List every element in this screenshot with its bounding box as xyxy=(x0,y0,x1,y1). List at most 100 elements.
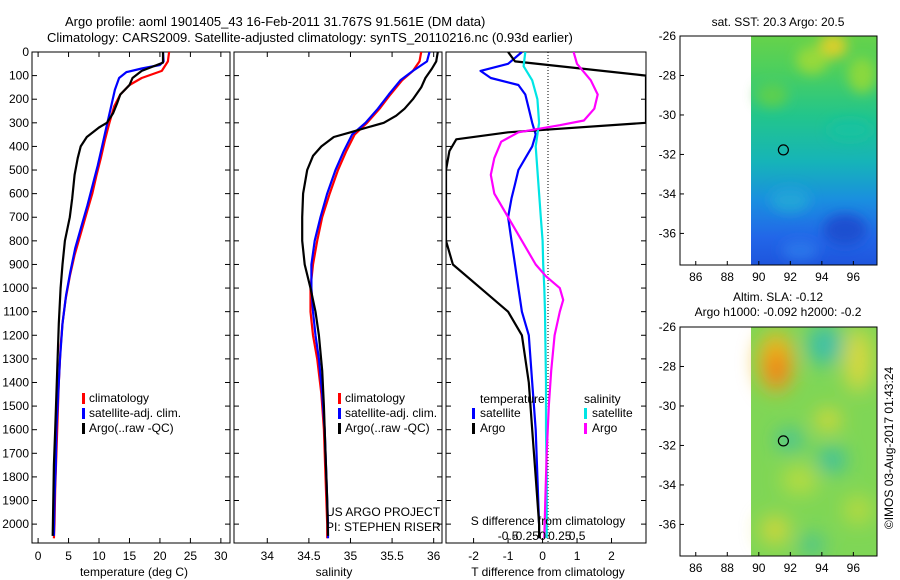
lon-tick-label: 92 xyxy=(784,270,798,284)
legend-label: climatology xyxy=(89,391,149,405)
lat-tick-label: -34 xyxy=(659,478,677,492)
depth-tick-label: 1000 xyxy=(2,281,29,295)
depth-tick-label: 300 xyxy=(9,116,29,130)
legend-label: satellite-adj. clim. xyxy=(345,406,437,420)
x-tick-label: 36 xyxy=(427,549,441,563)
header-subtitle: Climatology: CARS2009. Satellite-adjuste… xyxy=(47,30,573,45)
salinity-panel: 34 34.5 35 35.5 36 climatologysatellite-adj.… xyxy=(233,51,443,579)
x-tick-label: -2 xyxy=(468,549,479,563)
legend-label: Argo(..raw -QC) xyxy=(345,421,430,435)
lon-tick-label: 90 xyxy=(752,270,766,284)
x-tick-label: 15 xyxy=(123,549,137,563)
lon-tick-label: 94 xyxy=(815,561,829,575)
depth-tick-label: 700 xyxy=(9,210,29,224)
s-tick-label: 0.25 xyxy=(548,529,572,543)
legend-group-title: salinity xyxy=(584,392,621,406)
legend-label: satellite-adj. clim. xyxy=(89,406,181,420)
lat-tick-label: -26 xyxy=(659,320,677,334)
salinity-x-label: salinity xyxy=(316,565,353,579)
legend-swatch xyxy=(338,408,341,419)
sla-map-panel: Altim. SLA: -0.12 Argo h1000: -0.092 h20… xyxy=(659,290,878,575)
depth-tick-label: 1600 xyxy=(2,423,29,437)
x-tick-label: 20 xyxy=(153,549,167,563)
lat-tick-label: -32 xyxy=(659,438,677,452)
lon-tick-label: 94 xyxy=(815,270,829,284)
depth-tick-label: 1300 xyxy=(2,352,29,366)
legend-swatch xyxy=(82,393,85,404)
lon-tick-label: 96 xyxy=(847,270,861,284)
x-tick-label: -1 xyxy=(503,549,514,563)
difference-panel: -2 -1 0 1 2-0.5-0.25 0 0.250.5 temperaturesate… xyxy=(445,51,647,579)
depth-tick-label: 2000 xyxy=(2,517,29,531)
series-line-satellite-adj-clim- xyxy=(310,52,431,539)
lat-tick-label: -30 xyxy=(659,108,677,122)
project-credit: US ARGO PROJECT xyxy=(326,505,441,519)
legend-swatch xyxy=(338,423,341,434)
legend-group-title: temperature xyxy=(480,392,545,406)
legend-label: Argo xyxy=(592,421,618,435)
lon-tick-label: 86 xyxy=(689,561,703,575)
x-tick-label: 10 xyxy=(92,549,106,563)
depth-tick-label: 100 xyxy=(9,69,29,83)
x-tick-label: 0 xyxy=(539,549,546,563)
depth-tick-label: 600 xyxy=(9,187,29,201)
sst-map-panel: sat. SST: 20.3 Argo: 20.5 86 88 90 92 94 96 -2… xyxy=(659,15,878,284)
legend-swatch xyxy=(472,408,475,419)
lon-tick-label: 88 xyxy=(721,270,735,284)
lat-tick-label: -30 xyxy=(659,399,677,413)
depth-tick-label: 900 xyxy=(9,257,29,271)
series-line-temperature-satellite xyxy=(479,52,541,539)
series-line-salinity-satellite xyxy=(522,52,548,539)
x-tick-label: 25 xyxy=(184,549,198,563)
lat-tick-label: -34 xyxy=(659,187,677,201)
s-tick-label: -0.25 xyxy=(512,529,540,543)
legend-label: satellite xyxy=(480,406,521,420)
legend-swatch xyxy=(82,408,85,419)
sst-map-title: sat. SST: 20.3 Argo: 20.5 xyxy=(712,15,845,29)
legend-swatch xyxy=(584,408,587,419)
depth-tick-label: 1400 xyxy=(2,375,29,389)
x-tick-label: 35.5 xyxy=(380,549,404,563)
lat-tick-label: -28 xyxy=(659,359,677,373)
depth-tick-label: 200 xyxy=(9,92,29,106)
x-tick-label: 0 xyxy=(35,549,42,563)
depth-tick-label: 500 xyxy=(9,163,29,177)
legend-swatch xyxy=(338,393,341,404)
x-tick-label: 35 xyxy=(344,549,358,563)
s-tick-label: 0.5 xyxy=(569,529,586,543)
depth-tick-label: 1700 xyxy=(2,446,29,460)
s-difference-label: S difference from climatology xyxy=(471,514,626,528)
lat-tick-label: -36 xyxy=(659,226,677,240)
legend-label: Argo xyxy=(480,421,506,435)
x-tick-label: 5 xyxy=(65,549,72,563)
temperature-panel: 0 5 10 15 20 25 300100200300400500600700800900… xyxy=(2,45,231,579)
depth-tick-label: 0 xyxy=(22,45,29,59)
lat-tick-label: -28 xyxy=(659,68,677,82)
sla-map-subtitle: Argo h1000: -0.092 h2000: -0.2 xyxy=(695,305,862,319)
temperature-x-label: temperature (deg C) xyxy=(80,565,188,579)
legend-label: satellite xyxy=(592,406,633,420)
argo-position-marker xyxy=(777,435,789,447)
lon-tick-label: 88 xyxy=(721,561,735,575)
series-line-salinity-argo xyxy=(489,52,599,539)
x-tick-label: 34.5 xyxy=(297,549,321,563)
legend-swatch xyxy=(584,423,587,434)
depth-tick-label: 1500 xyxy=(2,399,29,413)
s-tick-label: -0.5 xyxy=(498,529,519,543)
lon-tick-label: 90 xyxy=(752,561,766,575)
x-tick-label: 30 xyxy=(214,549,228,563)
series-line-climatology xyxy=(309,52,423,539)
lat-tick-label: -36 xyxy=(659,517,677,531)
depth-tick-label: 800 xyxy=(9,234,29,248)
x-tick-label: 1 xyxy=(574,549,581,563)
series-line-argo-raw-qc- xyxy=(301,52,439,536)
pi-credit: PI: STEPHEN RISER xyxy=(326,520,441,534)
x-tick-label: 34 xyxy=(261,549,275,563)
header-title: Argo profile: aoml 1901405_43 16-Feb-201… xyxy=(65,14,485,29)
lon-tick-label: 92 xyxy=(784,561,798,575)
imos-credit: ©IMOS 03-Aug-2017 01:43:24 xyxy=(882,367,896,530)
s-tick-label: 0 xyxy=(539,529,546,543)
legend-label: climatology xyxy=(345,391,405,405)
series-line-temperature-argo xyxy=(446,52,646,539)
